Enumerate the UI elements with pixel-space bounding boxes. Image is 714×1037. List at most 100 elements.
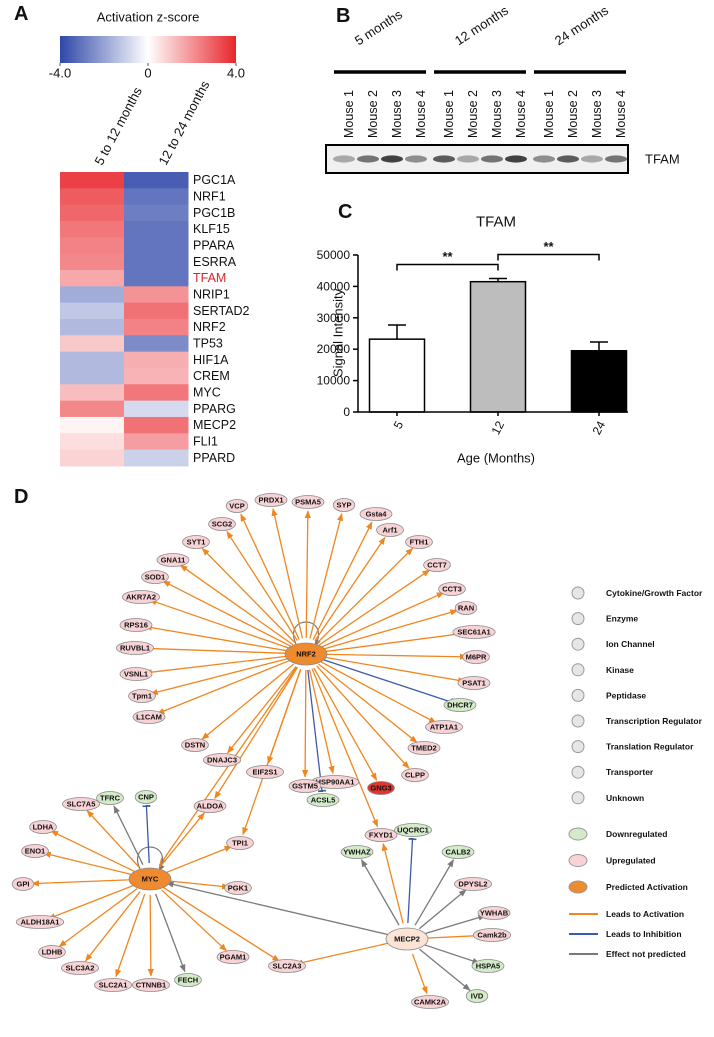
node — [254, 493, 288, 507]
legend-shape-icon — [571, 612, 585, 626]
legend-label: Predicted Activation — [606, 882, 688, 892]
node — [477, 906, 511, 920]
node-label: AKR7A2 — [126, 593, 156, 602]
x-tick-label: 24 — [590, 418, 609, 437]
lane-label: Mouse 3 — [490, 90, 504, 138]
lane-label: Mouse 2 — [366, 90, 380, 138]
legend-label: Effect not predicted — [606, 949, 686, 959]
row-label: MECP2 — [193, 418, 236, 432]
edge — [311, 668, 379, 828]
row-label: CREM — [193, 369, 230, 383]
legend-state-icon — [568, 880, 588, 894]
legend-state-icon — [568, 854, 588, 867]
lane-label: Mouse 2 — [566, 90, 580, 138]
heatmap-cell — [124, 237, 189, 255]
edge — [161, 889, 228, 952]
row-label: TFAM — [193, 271, 226, 285]
legend-label: Translation Regulator — [606, 742, 694, 752]
node-label: CTNNB1 — [136, 981, 166, 990]
legend-shape-icon — [571, 663, 585, 677]
y-tick-label: 30000 — [317, 311, 351, 325]
heatmap-cell — [60, 220, 125, 238]
node — [441, 845, 475, 859]
row-label: FLI1 — [193, 434, 218, 448]
node — [141, 570, 169, 584]
panel-letter: C — [338, 201, 352, 223]
node-label: GNA11 — [161, 556, 186, 565]
blot-band — [533, 155, 555, 163]
heatmap-cell — [124, 220, 189, 238]
node — [132, 710, 166, 724]
edge — [164, 845, 233, 874]
node — [454, 601, 478, 615]
lane-label: Mouse 3 — [390, 90, 404, 138]
blot-band — [333, 155, 355, 163]
node-label: NRF2 — [296, 650, 316, 659]
node — [405, 535, 433, 549]
node-label: HSP90AA1 — [316, 778, 355, 787]
edge — [321, 630, 466, 653]
heatmap-cell — [60, 302, 125, 320]
edge — [179, 564, 294, 646]
y-tick-label: 10000 — [317, 374, 351, 388]
panel-letter: A — [14, 3, 28, 25]
node — [407, 741, 441, 755]
node — [96, 791, 124, 805]
heatmap-cell — [124, 433, 189, 451]
legend-label: Transcription Regulator — [606, 716, 703, 726]
edge — [414, 859, 455, 926]
node-label: IVD — [471, 992, 484, 1001]
node — [438, 582, 466, 596]
node-label: MYC — [142, 875, 159, 884]
heatmap-cell — [124, 302, 189, 320]
edge — [86, 810, 140, 868]
heatmap-cell — [60, 318, 125, 336]
lane-label: Mouse 3 — [590, 90, 604, 138]
node-label: GNG3 — [370, 784, 391, 793]
node — [21, 844, 49, 858]
edge — [144, 624, 291, 652]
edge — [50, 830, 136, 873]
row-label: KLF15 — [193, 222, 230, 236]
node-label: SOD1 — [145, 573, 165, 582]
node — [424, 720, 463, 734]
node — [181, 738, 209, 752]
heatmap-cell — [124, 253, 189, 271]
lane-label: Mouse 2 — [466, 90, 480, 138]
edge — [360, 859, 400, 926]
row-label: ESRRA — [193, 255, 237, 269]
edge — [227, 666, 297, 754]
edge — [143, 645, 291, 655]
node — [472, 928, 511, 942]
heatmap-cell — [60, 269, 125, 287]
edge — [149, 657, 291, 696]
node-label: SEC61A1 — [457, 628, 490, 637]
blot-band — [381, 155, 403, 163]
heatmap-cell — [124, 351, 189, 369]
edge — [159, 812, 205, 868]
edge — [318, 569, 431, 646]
significance-label: ** — [543, 239, 554, 254]
node — [94, 978, 133, 992]
node-label: SLC3A2 — [66, 964, 95, 973]
edge — [163, 887, 281, 962]
blot-band — [405, 155, 427, 163]
node-label: HSPA5 — [476, 962, 500, 971]
node-label: SCG2 — [212, 520, 232, 529]
blot-band — [357, 155, 379, 163]
edge — [165, 881, 392, 936]
node-label: ACSL5 — [311, 796, 336, 805]
heatmap-cell — [124, 367, 189, 385]
colorbar-tick-label: -4.0 — [49, 66, 71, 81]
node-label: M6PR — [466, 653, 487, 662]
legend-label: Downregulated — [606, 829, 667, 839]
edge — [321, 656, 466, 684]
edge — [314, 536, 386, 642]
edge — [295, 941, 392, 966]
edge — [318, 663, 418, 743]
node-label: ENO1 — [25, 847, 45, 856]
blot-band — [505, 155, 527, 163]
node — [393, 823, 432, 837]
blot-band — [481, 155, 503, 163]
